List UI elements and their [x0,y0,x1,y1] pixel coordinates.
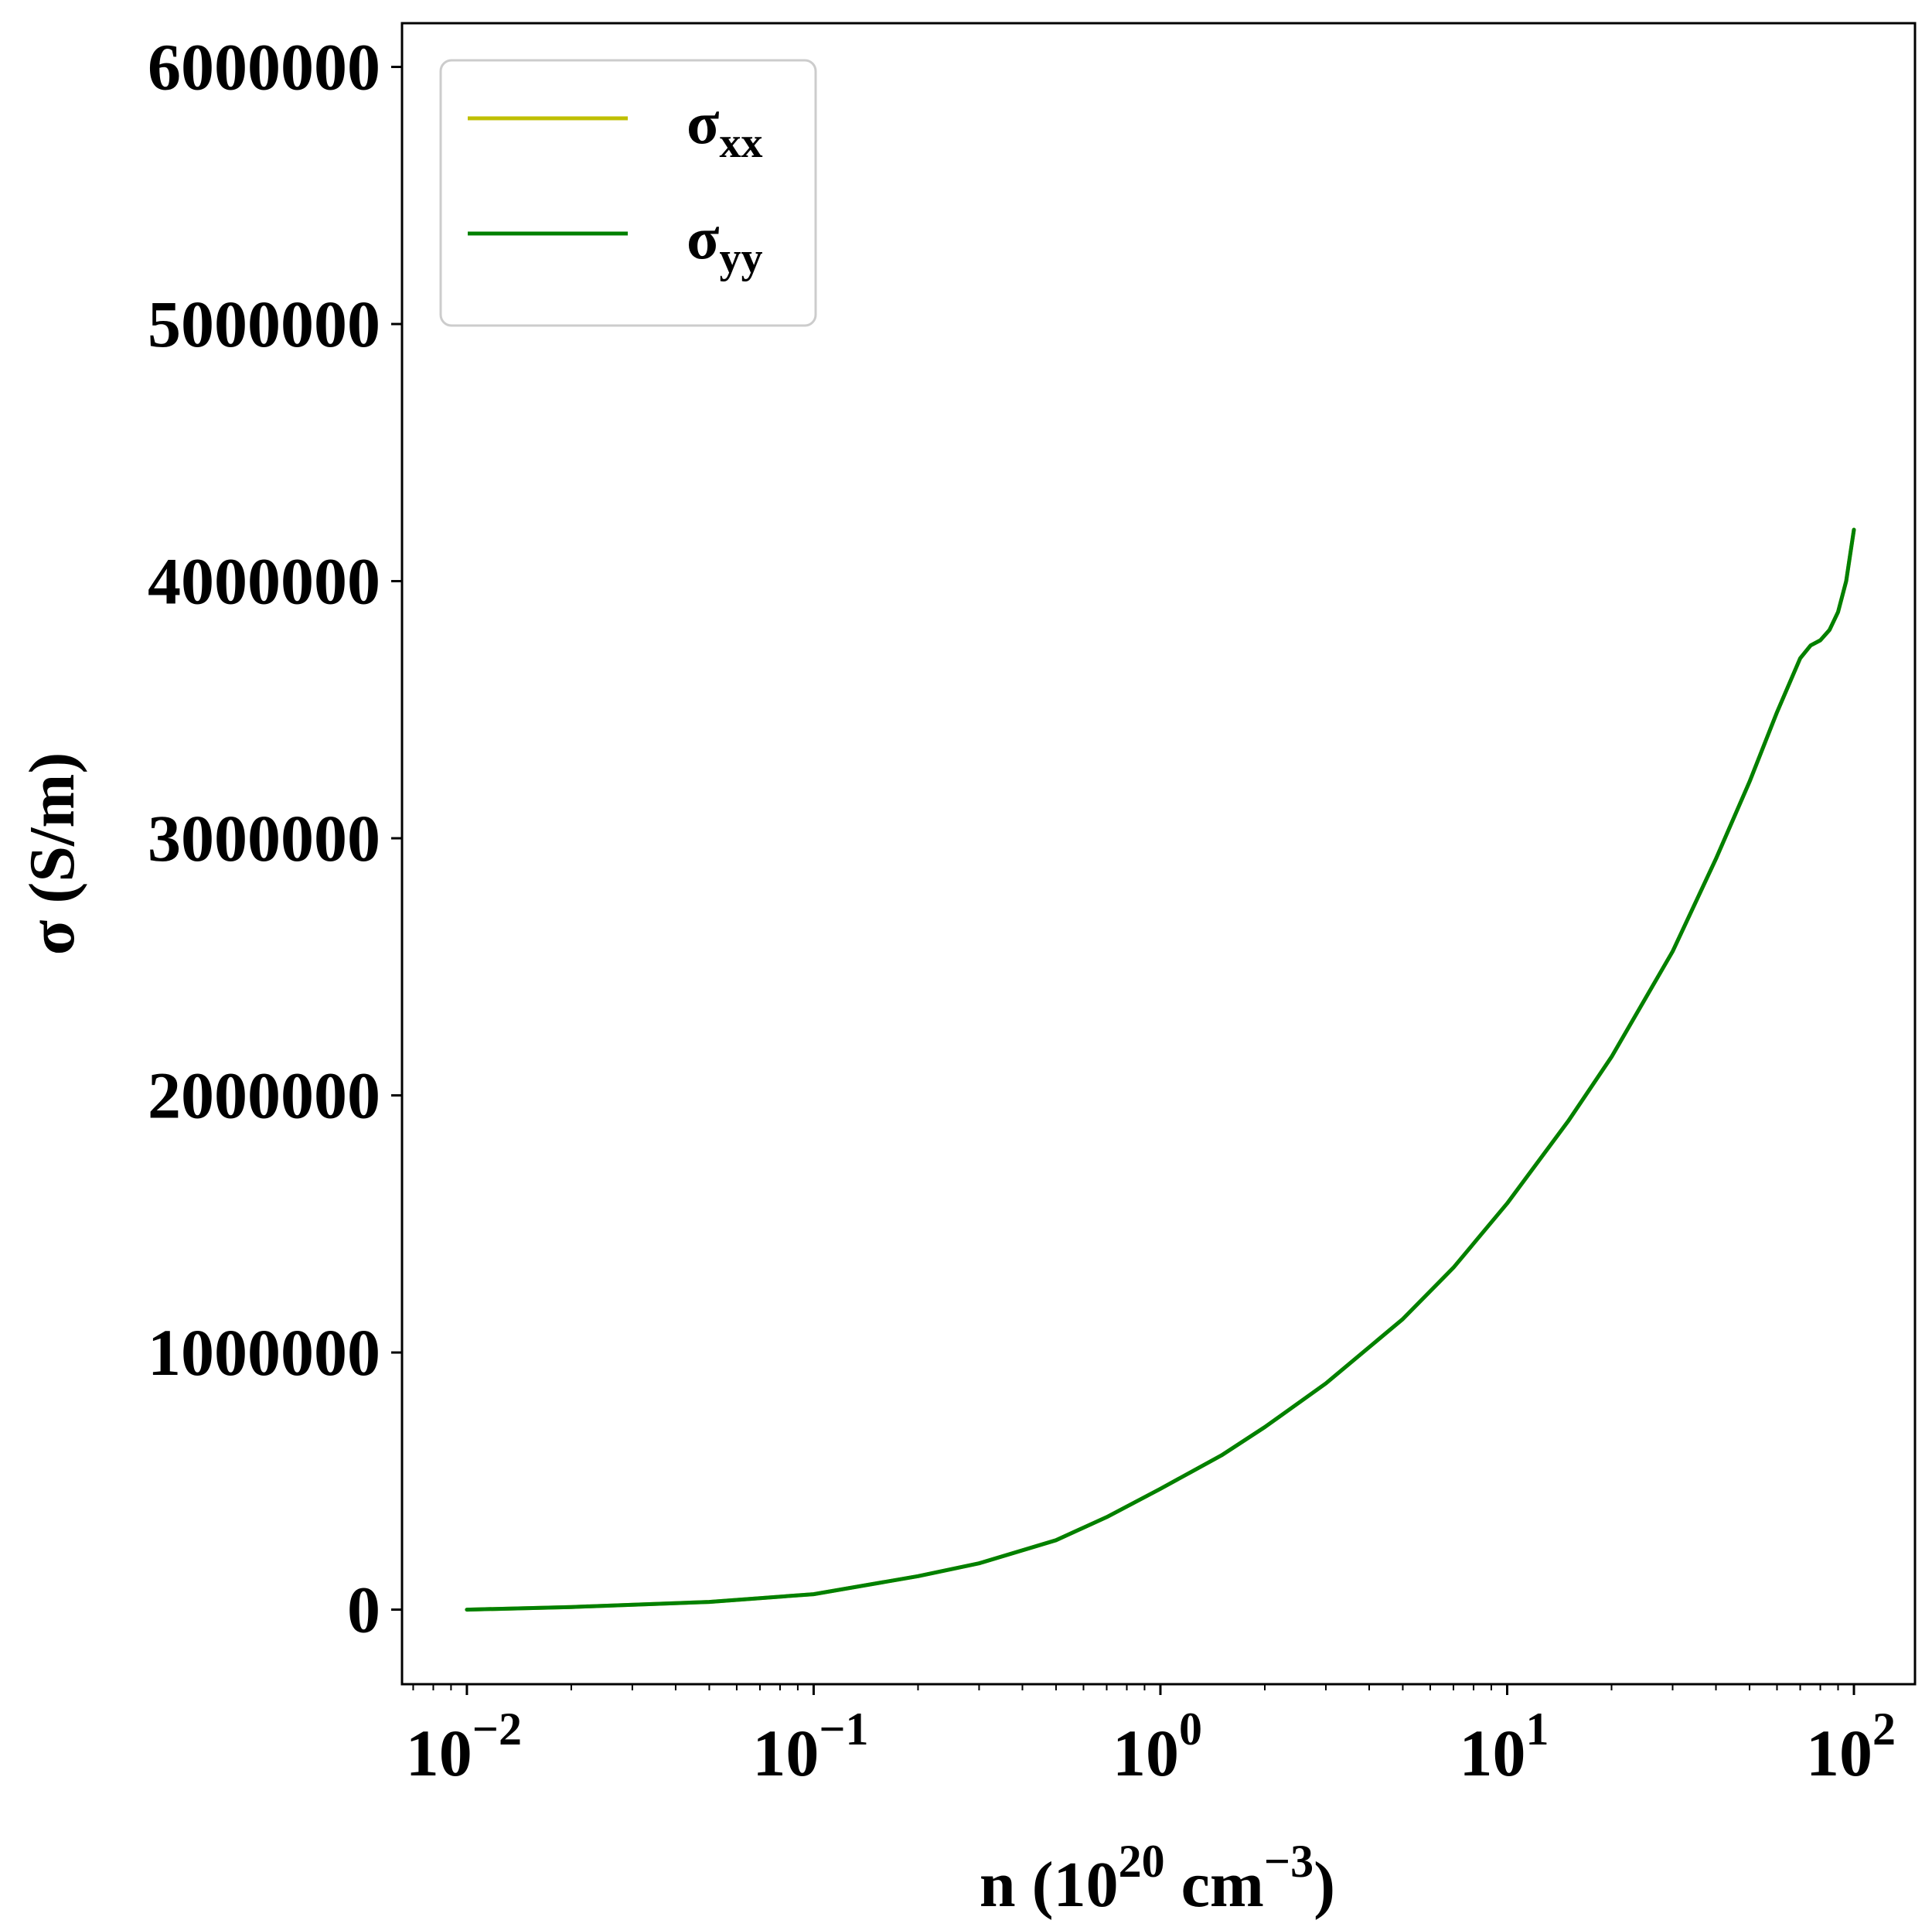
y-tick-label-1: 1000000 [148,1315,380,1390]
x-ticks: 10−2 10−1 100 101 102 [406,1684,1896,1790]
x-tick-label-exp-4: 2 [1872,1704,1896,1755]
x-tick-label-0: 10−2 [406,1704,522,1790]
series-layer [465,527,1856,1612]
x-tick-label-exp-0: −2 [472,1704,522,1755]
x-tick-label-2: 100 [1113,1704,1202,1790]
y-tick-label-2: 2000000 [148,1059,380,1133]
x-axis-label-middle: cm [1165,1849,1264,1921]
x-tick-label-exp-3: 1 [1525,1704,1549,1755]
axes-frame [400,22,1917,1686]
x-axis-label-exp2: −3 [1264,1836,1314,1887]
x-axis-label-exp1: 20 [1119,1836,1165,1887]
y-tick-label-6: 6000000 [148,30,380,104]
legend-box [439,59,817,327]
legend-label-sxx: σxx [687,89,762,167]
y-tick-label-5: 5000000 [148,287,380,361]
y-tick-label-4: 4000000 [148,544,380,619]
y-ticks: 0 1000000 2000000 3000000 4000000 5000000 6000… [148,30,402,1647]
x-axis-label: n (1020 cm−3) [980,1836,1335,1921]
x-tick-label-3: 101 [1459,1704,1549,1790]
x-tick-label-exp-2: 0 [1179,1704,1202,1755]
y-tick-label-0: 0 [347,1573,380,1647]
x-tick-label-4: 102 [1806,1704,1896,1790]
series-line-1 [465,527,1856,1612]
x-tick-label-base-4: 10 [1806,1716,1872,1790]
legend: σxx σyy [439,59,817,327]
x-tick-label-exp-1: −1 [819,1704,868,1755]
legend-label-syy-base: σ [687,204,719,271]
legend-label-sxx-base: σ [687,89,719,156]
x-tick-label-base-0: 10 [406,1716,472,1790]
y-axis-label: σ (S/m) [16,752,88,956]
y-tick-label-3: 3000000 [148,801,380,875]
x-tick-label-base-1: 10 [752,1716,819,1790]
x-axis-label-suffix: ) [1314,1849,1335,1921]
legend-label-sxx-sub: xx [719,119,762,167]
x-tick-label-base-2: 10 [1113,1716,1179,1790]
x-axis-label-prefix: n (10 [980,1849,1119,1921]
legend-label-syy-sub: yy [719,234,762,282]
legend-label-syy: σyy [687,204,762,282]
x-tick-label-1: 10−1 [752,1704,868,1790]
x-tick-label-base-3: 10 [1459,1716,1525,1790]
